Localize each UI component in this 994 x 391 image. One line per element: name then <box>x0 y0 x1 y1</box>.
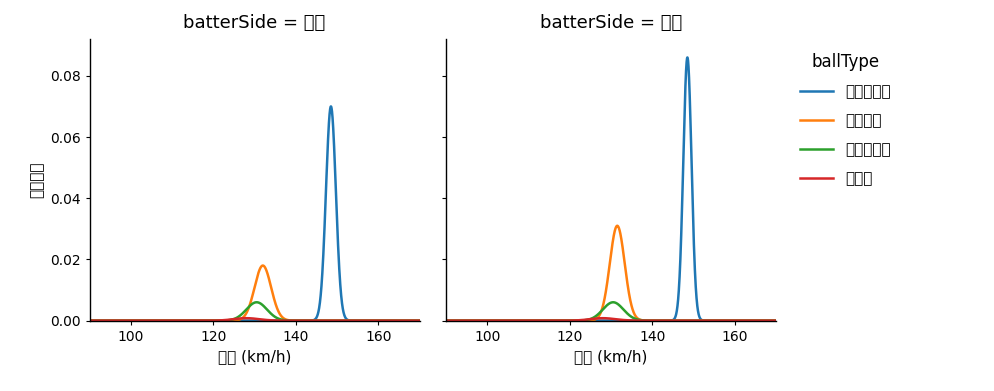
X-axis label: 球速 (km/h): 球速 (km/h) <box>218 349 291 364</box>
X-axis label: 球速 (km/h): 球速 (km/h) <box>574 349 647 364</box>
Legend: ストレート, フォーク, スライダー, カーブ: ストレート, フォーク, スライダー, カーブ <box>793 47 897 192</box>
Y-axis label: 確率密度: 確率密度 <box>29 161 44 198</box>
Title: batterSide = 右打: batterSide = 右打 <box>183 14 325 32</box>
Title: batterSide = 左打: batterSide = 左打 <box>540 14 682 32</box>
